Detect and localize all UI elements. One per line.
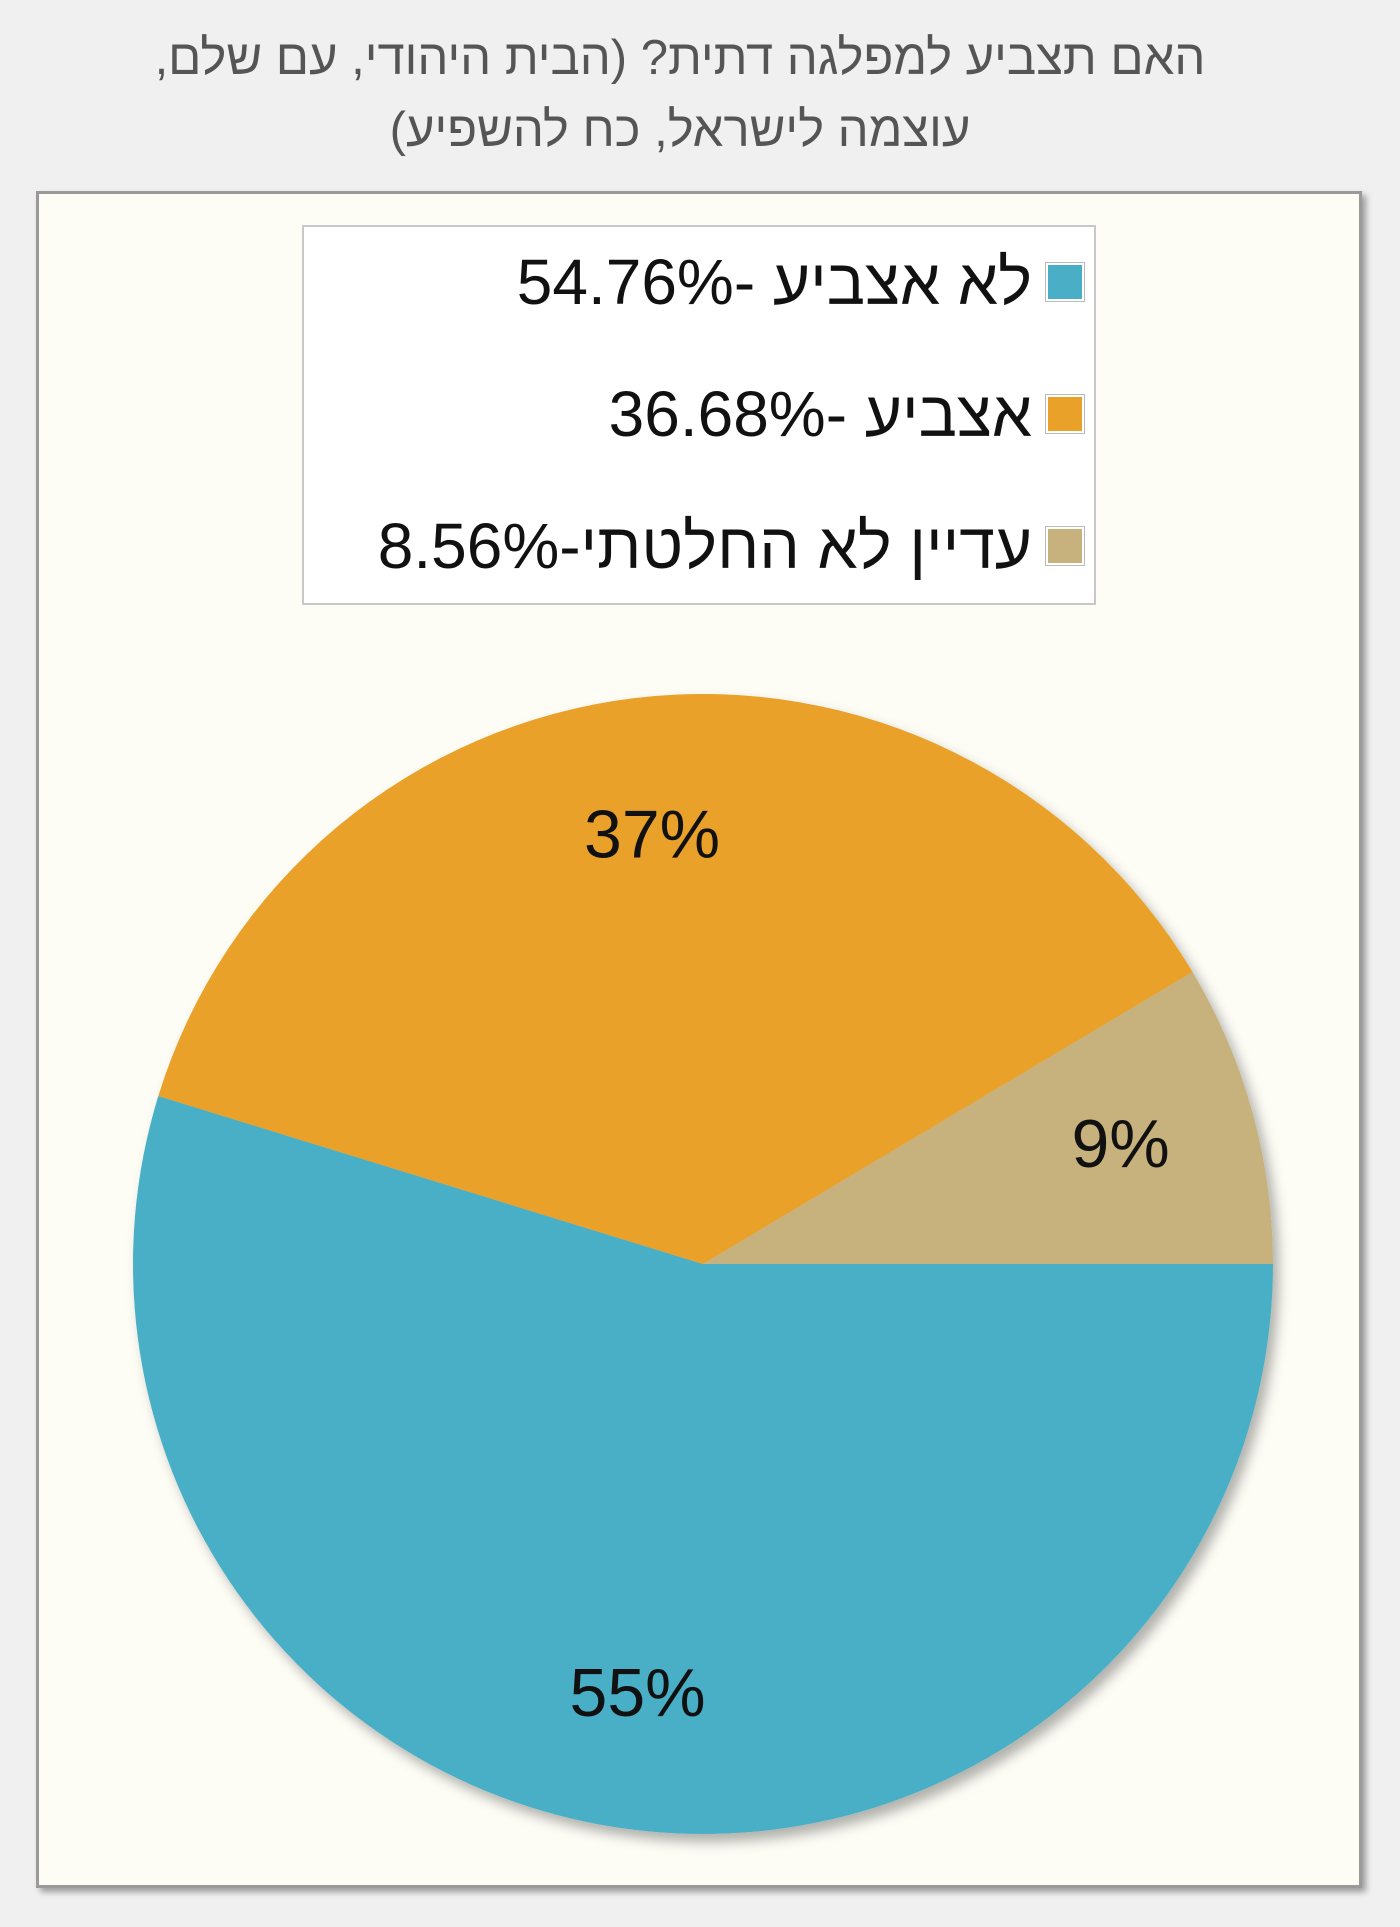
- slice-data-label: 9%: [1071, 1106, 1169, 1182]
- chart-title-line-2: עוצמה לישראל, כח להשפיע): [389, 103, 971, 157]
- legend-item-undecided: עדיין לא החלטתי-8.56%: [377, 510, 1084, 582]
- legend-label: אצביע -36.68%: [608, 378, 1032, 450]
- slice-undecided: [703, 971, 1273, 1264]
- slice-data-label: 55%: [570, 1655, 706, 1731]
- slice-not-voting: [132, 1096, 1273, 1835]
- chart-title-line-1: האם תצביע למפלגה דתית? (הבית היהודי, עם …: [154, 31, 1206, 85]
- legend: לא אצביע -54.76% אצביע -36.68% עדיין לא …: [302, 225, 1096, 605]
- chart-title: האם תצביע למפלגה דתית? (הבית היהודי, עם …: [40, 22, 1320, 166]
- legend-swatch: [1046, 395, 1084, 433]
- slice-voting: [158, 693, 1193, 1264]
- slice-data-label: 37%: [584, 797, 720, 873]
- legend-label: לא אצביע -54.76%: [516, 246, 1032, 318]
- legend-item-voting: אצביע -36.68%: [608, 378, 1084, 450]
- legend-label: עדיין לא החלטתי-8.56%: [377, 510, 1032, 582]
- legend-swatch: [1046, 527, 1084, 565]
- legend-item-not-voting: לא אצביע -54.76%: [516, 246, 1084, 318]
- legend-swatch: [1046, 263, 1084, 301]
